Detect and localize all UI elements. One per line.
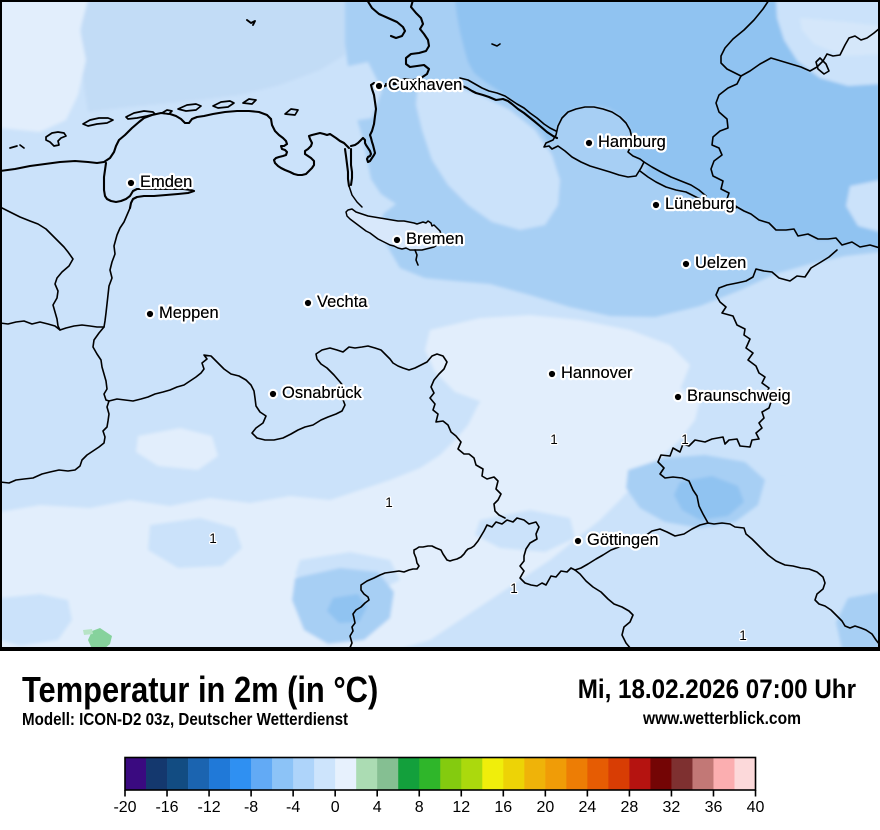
svg-text:1: 1	[510, 581, 518, 596]
svg-text:40: 40	[747, 799, 765, 816]
svg-text:-8: -8	[244, 799, 258, 816]
svg-text:Bremen: Bremen	[406, 230, 464, 248]
svg-text:Osnabrück: Osnabrück	[282, 384, 363, 402]
svg-text:1: 1	[385, 495, 393, 510]
svg-text:Braunschweig: Braunschweig	[687, 387, 791, 405]
svg-text:Hannover: Hannover	[561, 364, 633, 382]
svg-text:Cuxhaven: Cuxhaven	[388, 76, 462, 94]
svg-text:Cuxhaven: Cuxhaven	[388, 76, 462, 94]
svg-text:Hamburg: Hamburg	[598, 133, 666, 151]
svg-text:Mi, 18.02.2026 07:00 Uhr: Mi, 18.02.2026 07:00 Uhr	[578, 675, 856, 704]
svg-text:Lüneburg: Lüneburg	[665, 195, 735, 213]
svg-text:Uelzen: Uelzen	[695, 254, 746, 272]
svg-text:Meppen: Meppen	[159, 304, 219, 322]
svg-text:12: 12	[452, 799, 470, 816]
svg-text:4: 4	[373, 799, 382, 816]
svg-text:36: 36	[705, 799, 723, 816]
svg-text:Braunschweig: Braunschweig	[687, 387, 791, 405]
svg-text:-16: -16	[155, 799, 178, 816]
svg-text:32: 32	[663, 799, 681, 816]
svg-text:Meppen: Meppen	[159, 304, 219, 322]
svg-text:Emden: Emden	[140, 173, 192, 191]
svg-text:Hamburg: Hamburg	[598, 133, 666, 151]
svg-text:8: 8	[415, 799, 424, 816]
svg-text:0: 0	[331, 799, 340, 816]
svg-text:Hannover: Hannover	[561, 364, 633, 382]
svg-text:16: 16	[494, 799, 512, 816]
svg-text:1: 1	[739, 628, 747, 643]
svg-text:28: 28	[621, 799, 639, 816]
svg-text:-12: -12	[198, 799, 221, 816]
svg-text:Lüneburg: Lüneburg	[665, 195, 735, 213]
svg-text:Göttingen: Göttingen	[587, 531, 659, 549]
svg-text:24: 24	[578, 799, 596, 816]
svg-text:20: 20	[536, 799, 554, 816]
svg-text:Uelzen: Uelzen	[695, 254, 746, 272]
svg-text:www.wetterblick.com: www.wetterblick.com	[642, 708, 801, 728]
svg-text:Göttingen: Göttingen	[587, 531, 659, 549]
svg-text:Vechta: Vechta	[317, 293, 368, 311]
svg-text:1: 1	[681, 432, 689, 447]
svg-text:Emden: Emden	[140, 173, 192, 191]
svg-text:1: 1	[209, 531, 217, 546]
svg-text:-20: -20	[113, 799, 136, 816]
svg-text:Temperatur in 2m (in °C): Temperatur in 2m (in °C)	[22, 671, 378, 711]
svg-text:-4: -4	[286, 799, 300, 816]
svg-text:Vechta: Vechta	[317, 293, 368, 311]
svg-text:1: 1	[550, 432, 558, 447]
svg-text:Bremen: Bremen	[406, 230, 464, 248]
svg-text:Osnabrück: Osnabrück	[282, 384, 363, 402]
svg-text:Modell: ICON-D2 03z, Deutscher: Modell: ICON-D2 03z, Deutscher Wetterdie…	[22, 710, 349, 729]
